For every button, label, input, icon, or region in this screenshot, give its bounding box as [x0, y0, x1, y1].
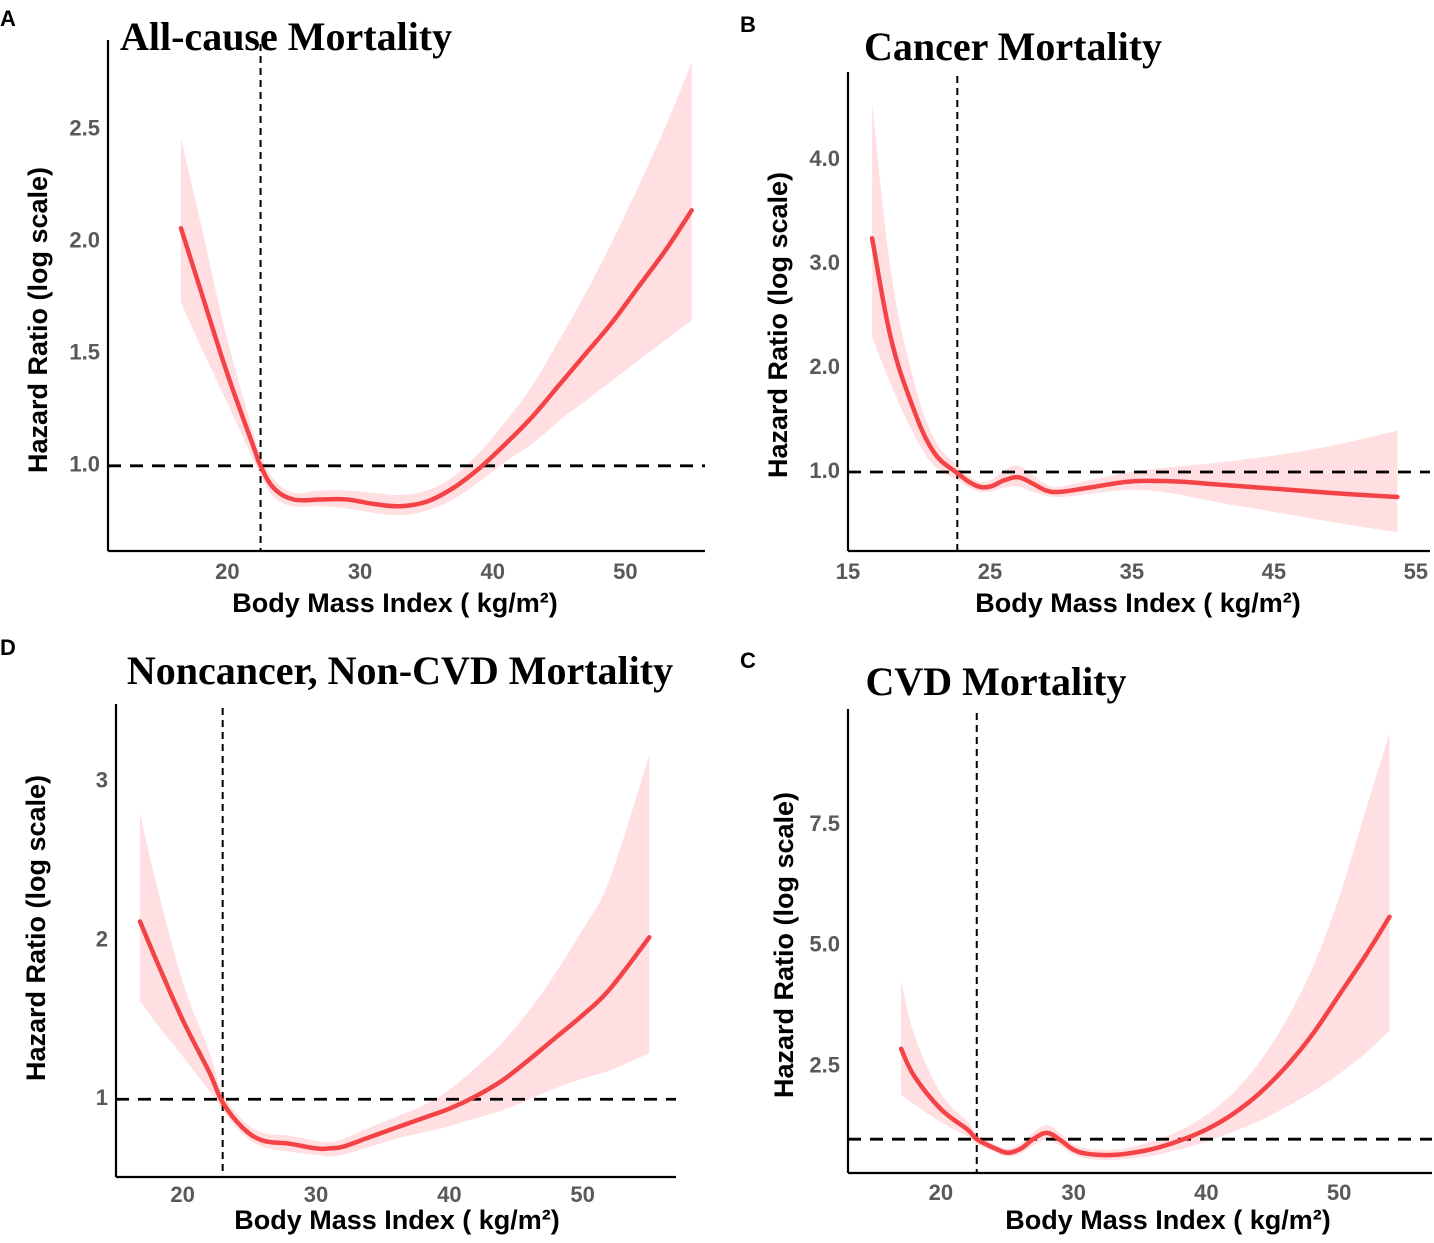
confidence-band-c — [901, 733, 1390, 1160]
y-tick-label-a: 1.5 — [69, 340, 100, 365]
x-tick-label-a: 40 — [480, 559, 504, 584]
x-tick-label-b: 35 — [1120, 559, 1144, 584]
x-axis-title-d: Body Mass Index ( kg/m²) — [234, 1205, 560, 1235]
y-tick-label-d: 1 — [96, 1085, 108, 1110]
x-axis-title-c: Body Mass Index ( kg/m²) — [1005, 1205, 1331, 1235]
hazard-curve-a — [178, 208, 694, 509]
y-tick-label-d: 3 — [96, 768, 108, 793]
y-axis-title-c: Hazard Ratio (log scale) — [769, 792, 799, 1098]
panel-letter-d: D — [0, 635, 16, 660]
x-tick-label-c: 40 — [1194, 1180, 1218, 1205]
x-tick-label-b: 45 — [1262, 559, 1286, 584]
y-tick-label-a: 2.0 — [69, 228, 100, 253]
y-axis-title-b: Hazard Ratio (log scale) — [763, 172, 793, 478]
x-tick-label-a: 20 — [215, 559, 239, 584]
confidence-band-a — [181, 62, 692, 516]
x-tick-label-b: 25 — [978, 559, 1002, 584]
x-tick-label-c: 50 — [1327, 1180, 1351, 1205]
panel-letter-b: B — [740, 12, 756, 37]
panel-a: 20 30 40 50 1.0 1.5 2.0 2.5 A All-cause Mortality… — [0, 6, 705, 618]
y-tick-label-a: 2.5 — [69, 115, 100, 140]
hazard-curve-d — [137, 919, 652, 1152]
chart-title-d: Noncancer, Non-CVD Mortality — [127, 648, 673, 693]
y-tick-label-b: 4.0 — [809, 146, 840, 171]
x-tick-label-d: 50 — [570, 1182, 594, 1207]
x-tick-label-c: 30 — [1061, 1180, 1085, 1205]
panel-c: 20 30 40 50 2.5 5.0 7.5 C CVD Mortality Body Mass… — [740, 648, 1432, 1235]
y-axis-title-d: Hazard Ratio (log scale) — [21, 775, 51, 1081]
x-tick-label-d: 20 — [170, 1182, 194, 1207]
chart-title-b: Cancer Mortality — [864, 24, 1162, 69]
x-tick-label-d: 30 — [304, 1182, 328, 1207]
y-tick-label-a: 1.0 — [69, 452, 100, 477]
x-axis-title-b: Body Mass Index ( kg/m²) — [975, 588, 1301, 618]
confidence-band-b — [872, 103, 1398, 533]
x-tick-label-a: 30 — [348, 559, 372, 584]
y-tick-label-c: 2.5 — [809, 1052, 840, 1077]
x-tick-label-b: 55 — [1404, 559, 1428, 584]
hazard-curve-c — [898, 914, 1392, 1158]
hazard-curve-b — [869, 235, 1400, 500]
chart-title-a: All-cause Mortality — [120, 14, 452, 59]
y-tick-label-c: 7.5 — [809, 811, 840, 836]
x-tick-label-b: 15 — [836, 559, 860, 584]
chart-title-c: CVD Mortality — [865, 659, 1126, 704]
y-tick-label-d: 2 — [96, 926, 108, 951]
x-tick-label-c: 20 — [929, 1180, 953, 1205]
y-axis-title-a: Hazard Ratio (log scale) — [23, 167, 53, 473]
panel-b: 15 25 35 45 55 1.0 2.0 3.0 4.0 B Cancer Mortality B… — [740, 12, 1430, 618]
x-tick-label-d: 40 — [437, 1182, 461, 1207]
y-tick-label-b: 1.0 — [809, 458, 840, 483]
panel-letter-c: C — [740, 648, 756, 673]
y-tick-label-b: 2.0 — [809, 354, 840, 379]
y-tick-label-b: 3.0 — [809, 250, 840, 275]
y-tick-label-c: 5.0 — [809, 932, 840, 957]
confidence-band-d — [140, 754, 650, 1157]
x-axis-title-a: Body Mass Index ( kg/m²) — [232, 588, 558, 618]
panel-d: 20 30 40 50 1 2 3 D Noncancer, Non-CVD Mortality… — [0, 635, 676, 1235]
x-tick-label-a: 50 — [613, 559, 637, 584]
panel-letter-a: A — [0, 6, 16, 31]
